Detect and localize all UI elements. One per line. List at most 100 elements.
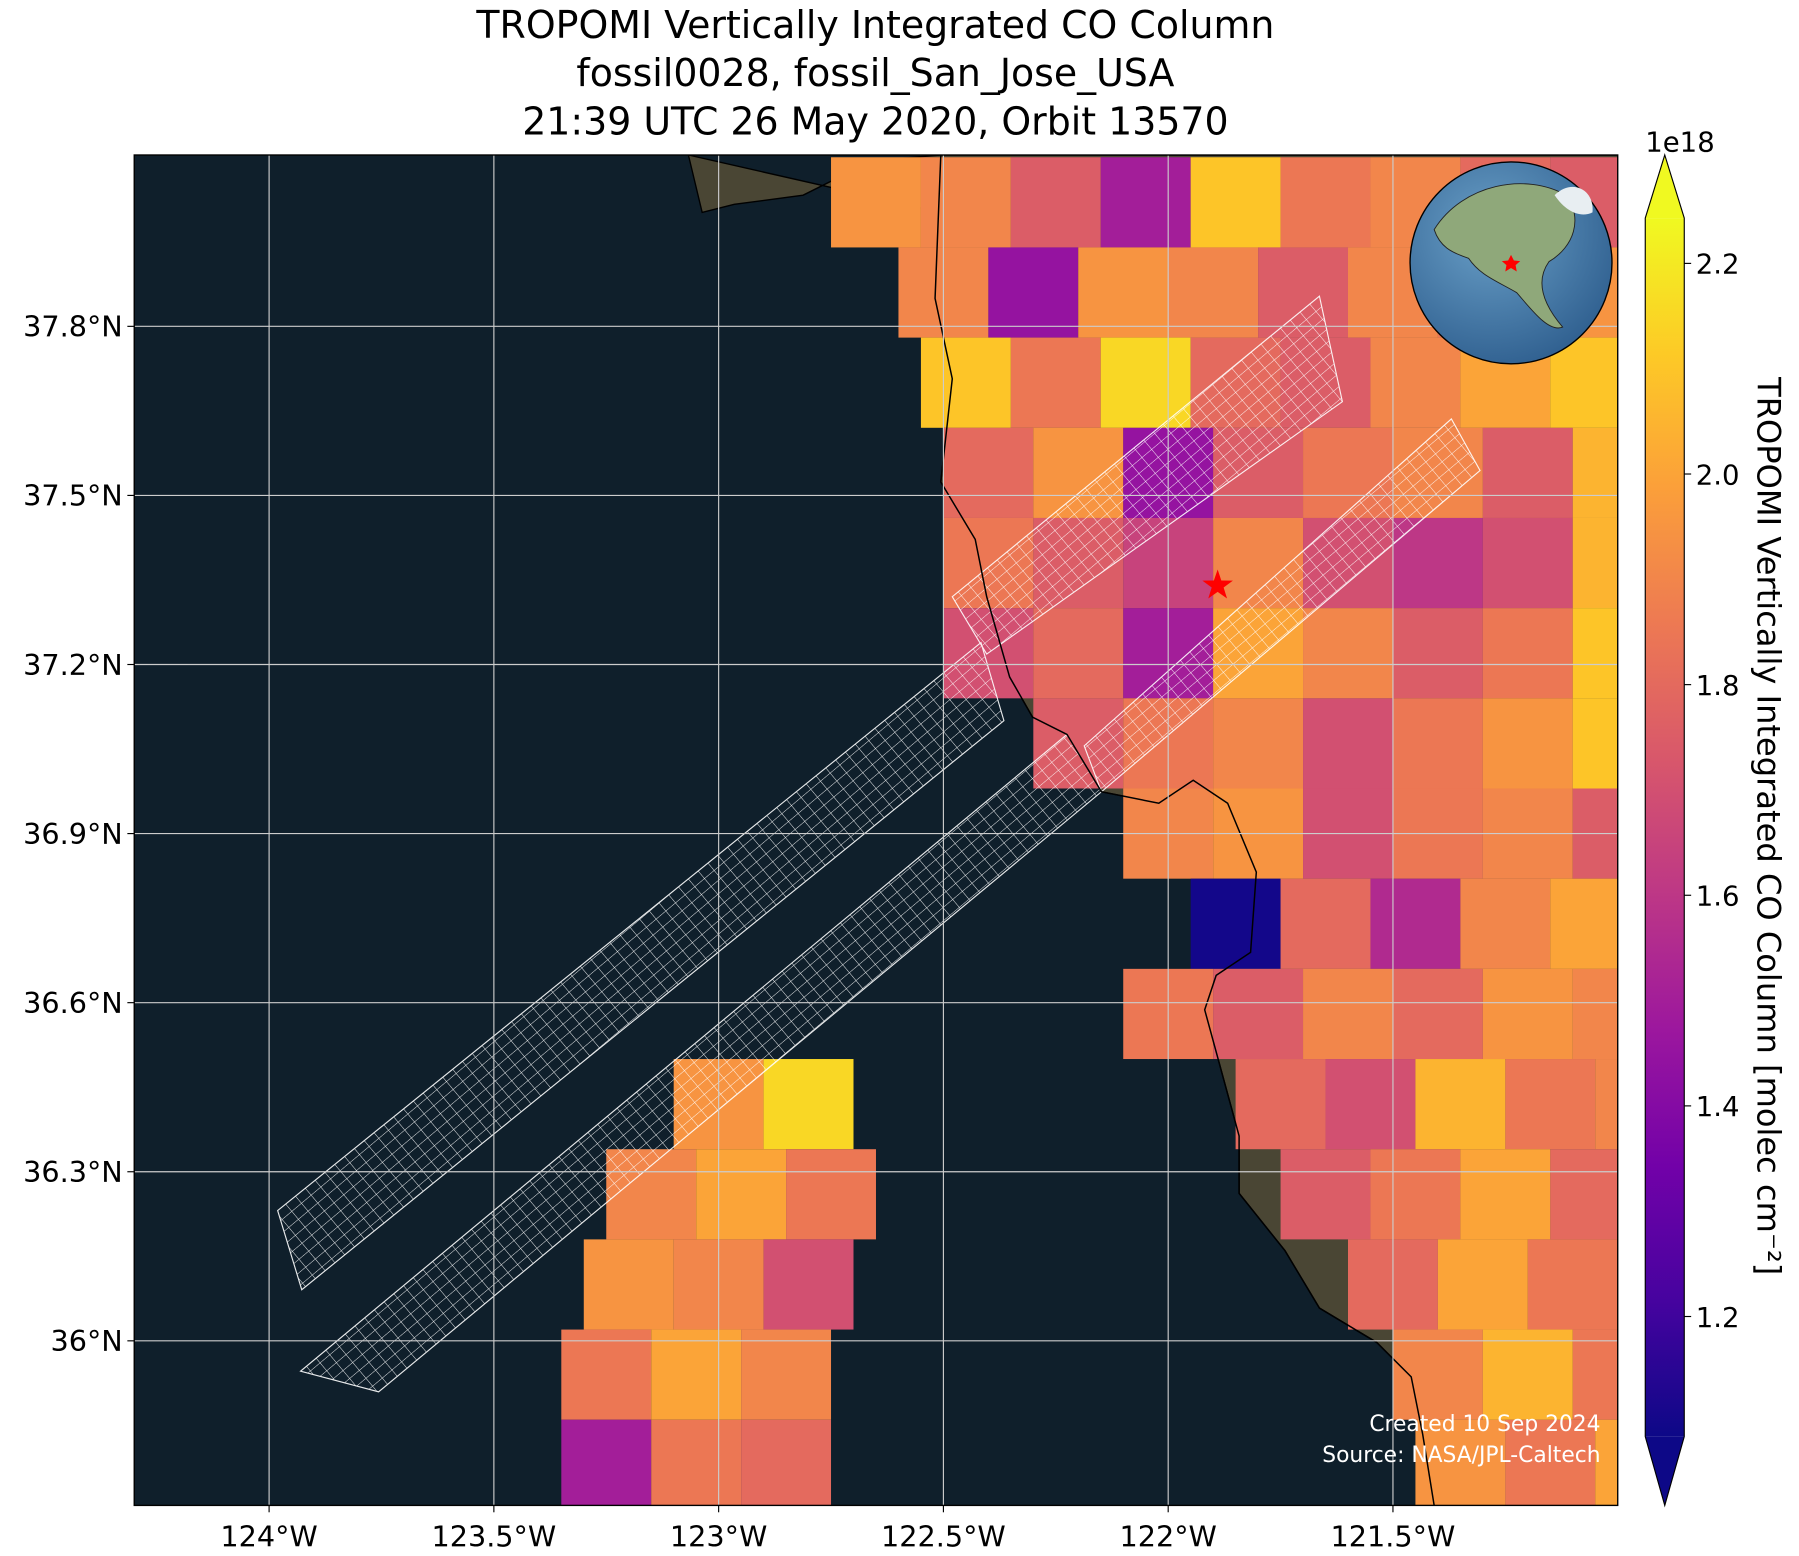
co-pixel — [1190, 157, 1281, 248]
co-pixel — [1572, 968, 1618, 1060]
co-pixel — [1325, 1059, 1416, 1150]
co-pixel — [1100, 337, 1191, 428]
colorbar-body — [1645, 218, 1685, 1437]
x-tick-label: 121.5°W — [1331, 1520, 1456, 1554]
target-swaths — [276, 295, 1481, 1393]
co-pixel — [1100, 157, 1191, 248]
co-pixel — [1280, 878, 1371, 969]
y-tick-label: 36.6°N — [23, 986, 123, 1020]
co-pixel — [1482, 1329, 1573, 1420]
co-pixel — [1572, 1329, 1618, 1420]
co-pixel — [1572, 698, 1618, 789]
co-pixel — [1392, 698, 1483, 789]
axes: 124°W 123.5°W 123°W 122.5°W 122°W 121.5°W 36°N… — [23, 310, 1455, 1554]
co-pixel — [1482, 698, 1573, 789]
co-pixel — [1033, 608, 1124, 699]
co-pixel — [831, 157, 921, 248]
co-pixel — [1527, 1239, 1618, 1330]
co-pixel — [1550, 878, 1618, 969]
co-pixel — [1505, 1419, 1596, 1506]
y-tick-label: 37.5°N — [23, 479, 123, 513]
co-pixel — [561, 1419, 652, 1506]
co-pixel — [1370, 878, 1461, 969]
gridlines — [134, 155, 1618, 1506]
co-pixel — [1572, 427, 1618, 518]
co-pixel — [1572, 608, 1618, 699]
x-tick-label: 122°W — [1119, 1520, 1216, 1554]
co-pixel — [1482, 427, 1573, 518]
colorbar-extend-max — [1645, 155, 1685, 219]
co-pixel — [920, 157, 1011, 248]
co-pixel — [920, 337, 1011, 428]
co-pixel — [1235, 1059, 1326, 1150]
title: TROPOMI Vertically Integrated CO Column … — [475, 3, 1274, 143]
co-pixel — [561, 1329, 652, 1420]
co-pixel — [1190, 878, 1281, 969]
co-pixel — [1213, 698, 1304, 789]
colorbar-tick-label: 2.2 — [1696, 249, 1740, 281]
colorbar: 1e18 TROPOMI Vertically Integrated CO Co… — [1644, 127, 1788, 1508]
co-pixel — [1280, 157, 1371, 248]
co-pixel — [1482, 517, 1573, 609]
co-pixel — [1392, 517, 1483, 609]
title-line: 21:39 UTC 26 May 2020, Orbit 13570 — [522, 99, 1228, 143]
map — [134, 155, 1618, 1506]
annotation: Source: NASA/JPL-Caltech — [1322, 1443, 1600, 1468]
colorbar-tick-label: 1.6 — [1696, 881, 1740, 913]
co-pixel — [1168, 247, 1259, 338]
globe-land — [1433, 183, 1576, 329]
co-pixel — [1460, 1149, 1551, 1240]
inset-globe — [1409, 161, 1613, 365]
co-pixel — [1482, 608, 1573, 699]
colorbar-tick-label: 1.2 — [1696, 1302, 1740, 1334]
co-pixel — [741, 1419, 832, 1506]
co-pixel — [741, 1329, 832, 1420]
co-pixel — [1392, 1329, 1483, 1420]
coastline — [934, 155, 1435, 1506]
x-tick-label: 122.5°W — [881, 1520, 1006, 1554]
site-star — [1202, 569, 1233, 599]
colorbar-tick-label: 1.8 — [1696, 670, 1740, 702]
co-pixel — [1460, 878, 1551, 969]
y-tick-label: 37.8°N — [23, 310, 123, 344]
co-pixel — [1595, 1059, 1618, 1150]
y-tick-label: 36.9°N — [23, 817, 123, 851]
site-layer — [1202, 569, 1233, 599]
co-pixel — [1415, 1419, 1506, 1506]
y-tick-label: 36°N — [50, 1324, 122, 1358]
co-pixel — [786, 1149, 876, 1240]
co-pixel — [1505, 1059, 1596, 1150]
co-pixel — [1303, 698, 1393, 789]
swath — [1083, 417, 1481, 793]
co-pixel — [1392, 608, 1483, 699]
co-pixel — [1010, 337, 1101, 428]
swath — [276, 641, 1005, 1291]
co-pixel — [1415, 1059, 1506, 1150]
co-pixel — [1303, 968, 1393, 1060]
co-pixel — [651, 1329, 742, 1420]
colorbar-outline — [1644, 153, 1685, 1508]
colorbar-tick-label: 1.4 — [1696, 1091, 1740, 1123]
swath — [951, 295, 1344, 655]
x-tick-label: 123.5°W — [431, 1520, 556, 1554]
co-pixel — [1370, 337, 1461, 428]
co-pixel — [1437, 1239, 1528, 1330]
x-tick-label: 123°W — [670, 1520, 767, 1554]
co-pixel — [943, 427, 1034, 518]
co-pixel — [583, 1239, 674, 1330]
co-pixel — [763, 1059, 854, 1150]
co-pixel — [1595, 1419, 1618, 1506]
co-pixel — [1303, 608, 1393, 699]
co-pixel — [1572, 517, 1618, 609]
co-pixel — [1280, 1149, 1371, 1240]
co-pixel — [1550, 337, 1618, 428]
co-pixel — [1482, 968, 1573, 1060]
globe-ice — [1554, 186, 1593, 215]
colorbar-label: TROPOMI Vertically Integrated CO Column … — [1750, 376, 1788, 1275]
co-pixel — [1213, 968, 1304, 1060]
co-pixel — [1550, 1149, 1618, 1240]
co-pixel — [988, 247, 1079, 338]
colorbar-tick-label: 2.0 — [1696, 459, 1740, 491]
